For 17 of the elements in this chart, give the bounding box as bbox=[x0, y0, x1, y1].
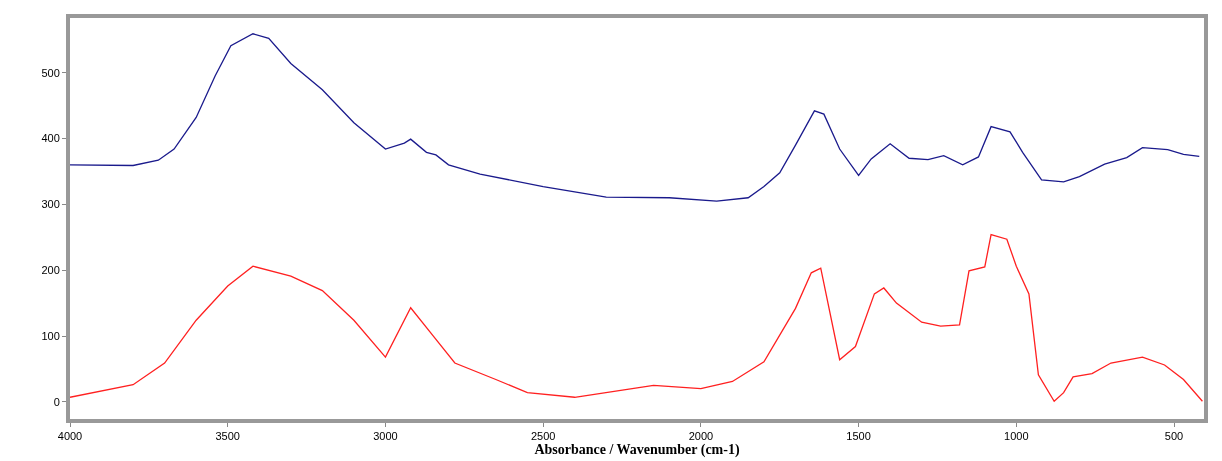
x-tick-label: 3500 bbox=[215, 430, 240, 443]
x-tick-label: 1000 bbox=[1004, 430, 1029, 443]
line-series bbox=[70, 233, 1204, 402]
y-tick-label: 500 bbox=[41, 66, 60, 79]
x-tick-label: 2000 bbox=[688, 430, 714, 443]
x-tick-label: 2500 bbox=[530, 430, 556, 443]
y-tick-label: 200 bbox=[41, 264, 60, 277]
y-tick-label: 0 bbox=[53, 395, 60, 408]
x-axis-title: Absorbance / Wavenumber (cm-1) bbox=[534, 442, 740, 459]
y-tick-label: 300 bbox=[41, 198, 60, 211]
x-tick-label: 500 bbox=[1164, 430, 1184, 443]
x-tick-label: 3000 bbox=[373, 430, 398, 443]
y-tick-label: 100 bbox=[41, 329, 60, 342]
line-series bbox=[70, 33, 1200, 202]
y-tick-label: 400 bbox=[41, 132, 60, 145]
x-tick-label: 1500 bbox=[846, 430, 871, 443]
x-tick-label: 4000 bbox=[57, 430, 83, 443]
